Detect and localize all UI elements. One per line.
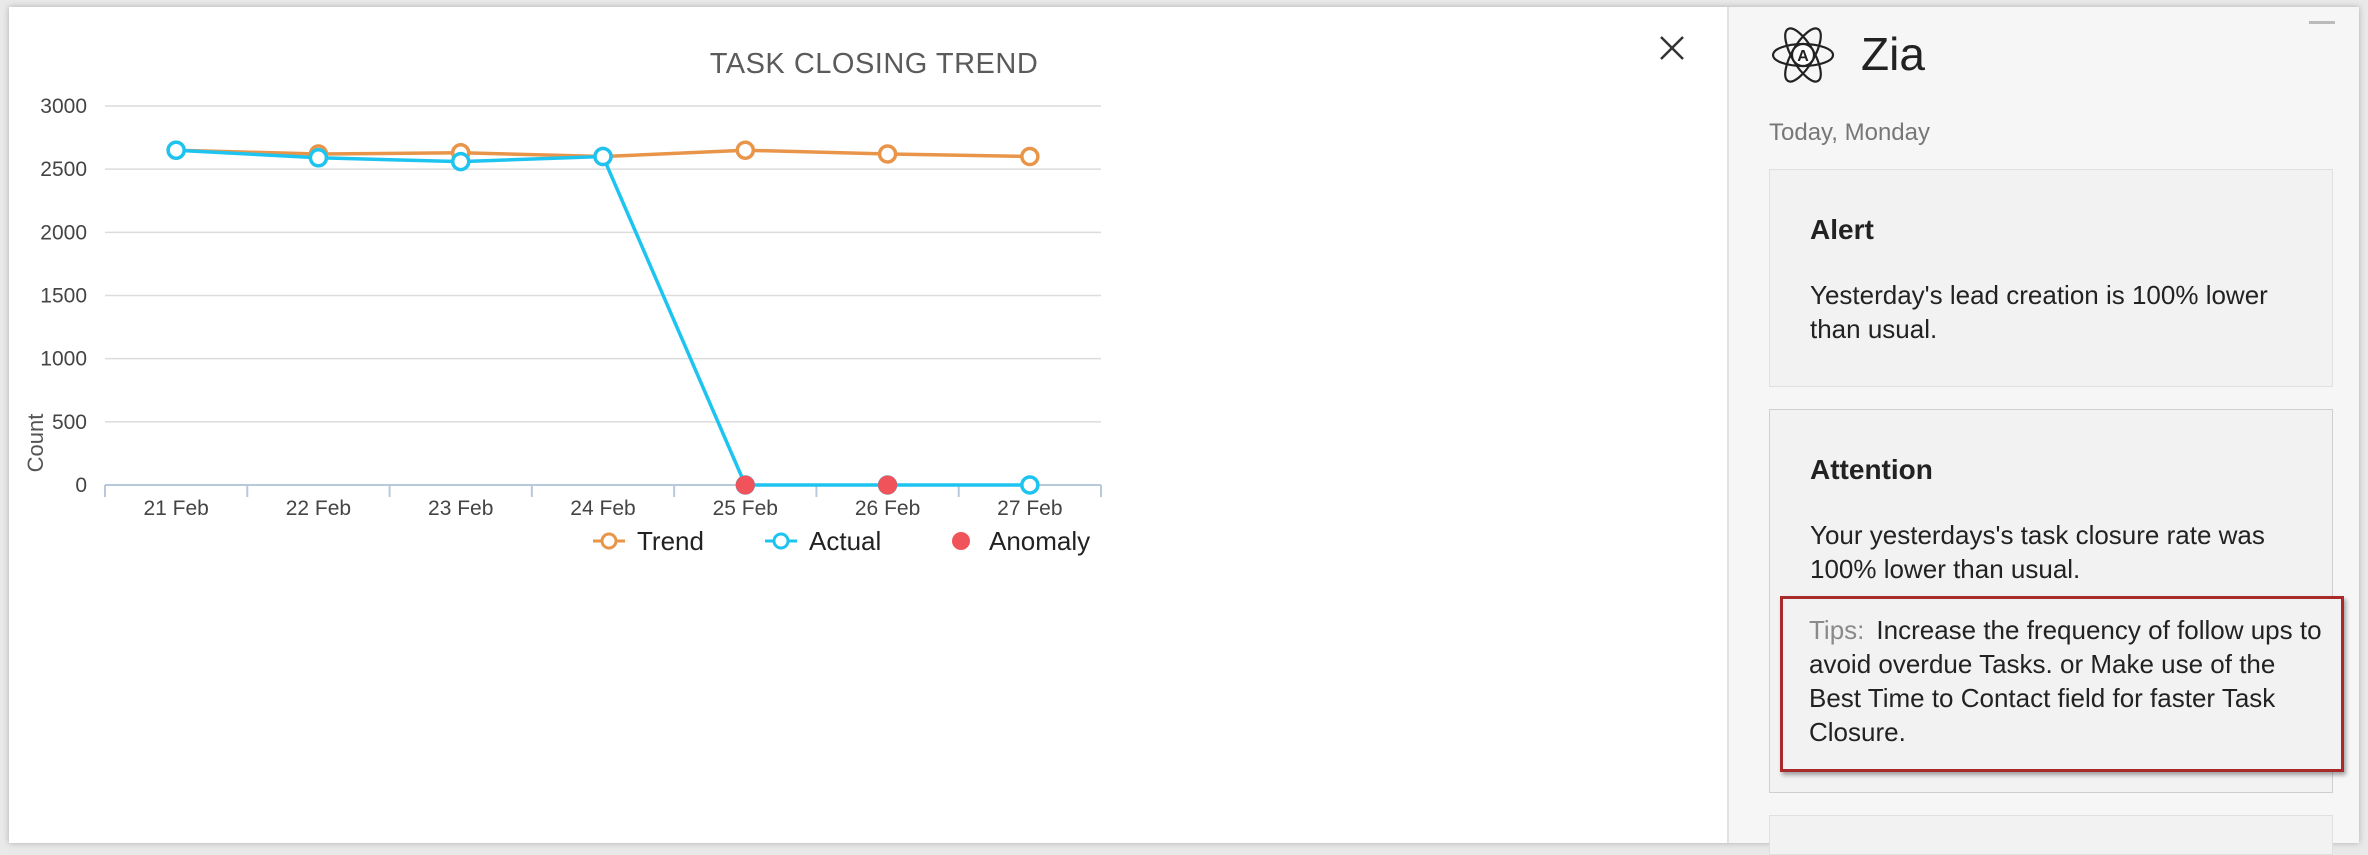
y-tick-label: 1500 bbox=[40, 285, 87, 308]
tips-text: Increase the frequency of follow ups to … bbox=[1809, 615, 2322, 747]
x-tick-label: 27 Feb bbox=[997, 497, 1062, 520]
y-tick-label: 3000 bbox=[40, 95, 87, 118]
y-tick-label: 500 bbox=[52, 411, 87, 434]
x-tick-label: 21 Feb bbox=[143, 497, 208, 520]
y-tick-label: 2000 bbox=[40, 221, 87, 244]
panel-title: Zia bbox=[1861, 28, 1925, 80]
x-tick-label: 22 Feb bbox=[286, 497, 351, 520]
close-icon bbox=[1660, 36, 1684, 60]
trend-point bbox=[877, 144, 898, 164]
zia-atom-icon: A bbox=[1771, 27, 1835, 83]
date-label: Today, Monday bbox=[1769, 119, 1930, 146]
actual-point bbox=[166, 140, 186, 160]
y-tick-label: 2500 bbox=[40, 158, 87, 181]
x-tick-label: 23 Feb bbox=[428, 497, 493, 520]
pane-divider bbox=[1727, 7, 1729, 843]
legend-actual-label: Actual bbox=[809, 526, 881, 556]
legend-anomaly-label: Anomaly bbox=[989, 526, 1090, 556]
tips-box: Tips: Increase the frequency of follow up… bbox=[1780, 596, 2344, 772]
y-tick-label: 1000 bbox=[40, 348, 87, 371]
chart-pane: TASK CLOSING TREND Count 0 500 1000 1500 200… bbox=[9, 7, 1727, 843]
legend-trend-marker bbox=[600, 532, 618, 550]
y-axis-label: Count bbox=[23, 414, 48, 473]
anomaly-point bbox=[878, 475, 898, 495]
y-tick-label: 0 bbox=[75, 474, 87, 497]
x-tick-label: 25 Feb bbox=[713, 497, 778, 520]
legend-actual-marker bbox=[772, 532, 790, 550]
task-closing-trend-chart: TASK CLOSING TREND Count 0 500 1000 1500 200… bbox=[23, 48, 1102, 556]
actual-series-line bbox=[176, 148, 1030, 487]
close-button[interactable] bbox=[1655, 31, 1689, 65]
attention-title: Attention bbox=[1810, 454, 1933, 485]
actual-point bbox=[450, 151, 471, 172]
svg-text:A: A bbox=[1797, 48, 1809, 65]
alert-card: Alert Yesterday's lead creation is 100% … bbox=[1769, 169, 2333, 387]
actual-point bbox=[593, 146, 613, 167]
task-closing-trend-window: TASK CLOSING TREND Count 0 500 1000 1500 200… bbox=[9, 7, 2359, 855]
attention-card: Attention Your yesterdays's task closure… bbox=[1769, 409, 2344, 793]
alert-title: Alert bbox=[1810, 214, 1874, 245]
tips-label: Tips: bbox=[1809, 615, 1865, 645]
x-tick-label: 26 Feb bbox=[855, 497, 920, 520]
x-tick-label: 24 Feb bbox=[570, 497, 635, 520]
attention-message: Your yesterdays's task closure rate was … bbox=[1810, 520, 2265, 584]
chart-title: TASK CLOSING TREND bbox=[710, 48, 1039, 80]
next-card bbox=[1769, 815, 2333, 855]
trend-point bbox=[735, 140, 756, 160]
alert-message: Yesterday's lead creation is 100% lower … bbox=[1810, 280, 2268, 344]
zia-panel: A Zia Today, Monday Alert Yesterday's le… bbox=[1729, 7, 2359, 855]
legend-trend-label: Trend bbox=[637, 526, 704, 556]
anomaly-point bbox=[735, 475, 755, 495]
legend-anomaly-marker bbox=[952, 532, 970, 550]
actual-point bbox=[308, 148, 329, 168]
trend-point bbox=[1020, 146, 1040, 167]
actual-point bbox=[1020, 475, 1040, 495]
minimize-button[interactable] bbox=[2309, 21, 2335, 24]
